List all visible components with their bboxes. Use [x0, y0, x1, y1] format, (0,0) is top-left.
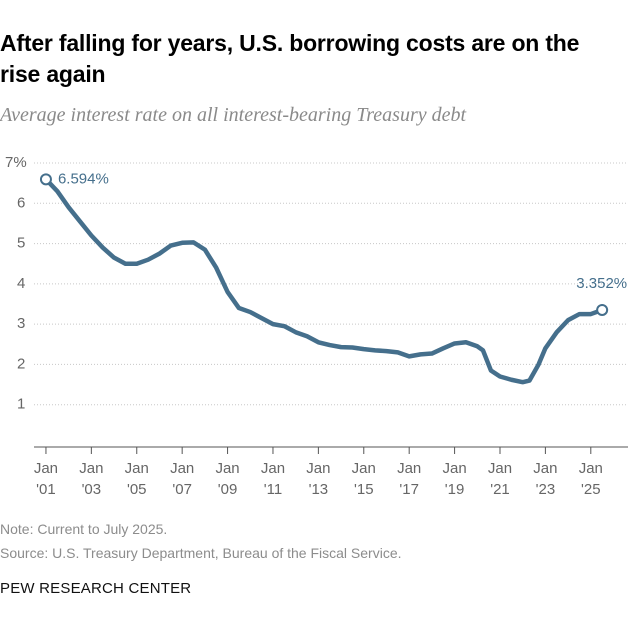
x-tick-label: Jan '03 — [79, 460, 104, 498]
x-tick-label: Jan '05 — [124, 460, 149, 498]
x-tick-label: Jan '13 — [306, 460, 331, 498]
x-tick-label: Jan '01 — [33, 460, 59, 498]
brand: PEW RESEARCH CENTER — [0, 580, 192, 597]
x-tick-label: Jan '23 — [533, 460, 558, 498]
y-tick-label: 2 — [17, 355, 25, 372]
annotation-label: 6.594% — [58, 170, 109, 187]
chart-title: After falling for years, U.S. borrowing … — [0, 30, 580, 87]
x-tick-label: Jan '15 — [351, 460, 376, 498]
note: Note: Current to July 2025. — [0, 521, 168, 537]
endpoint-marker — [39, 173, 52, 186]
y-tick-label: 7% — [5, 154, 27, 171]
endpoint-marker — [596, 303, 609, 316]
source: Source: U.S. Treasury Department, Bureau… — [0, 545, 402, 561]
x-tick-label: Jan '17 — [397, 460, 422, 498]
y-tick-label: 6 — [17, 194, 25, 211]
x-tick-label: Jan '11 — [260, 460, 286, 498]
y-tick-label: 5 — [17, 235, 25, 252]
y-tick-label: 4 — [17, 275, 25, 292]
x-tick-label: Jan '25 — [578, 460, 603, 498]
y-tick-label: 1 — [17, 396, 25, 413]
x-tick-label: Jan '07 — [170, 460, 195, 498]
x-tick-label: Jan '19 — [442, 460, 467, 498]
x-tick-label: Jan '21 — [487, 460, 513, 498]
annotation-label: 3.352% — [576, 275, 627, 292]
y-tick-label: 3 — [17, 315, 25, 332]
chart-subtitle: Average interest rate on all interest-be… — [0, 104, 467, 126]
x-tick-label: Jan '09 — [215, 460, 240, 498]
data-line — [43, 177, 605, 385]
